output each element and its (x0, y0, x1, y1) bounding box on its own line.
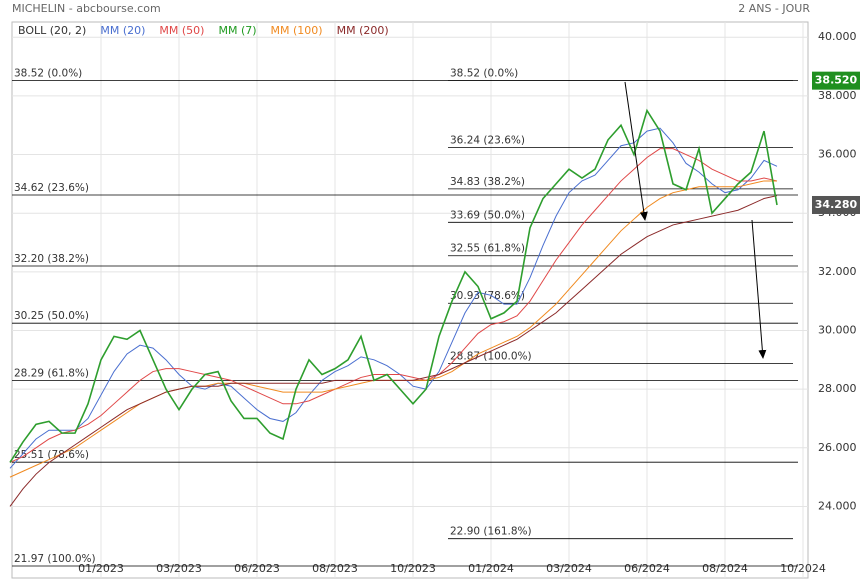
y-tick-label: 36.000 (818, 148, 857, 161)
x-tick-label: 01/2024 (468, 562, 514, 575)
x-tick-label: 06/2024 (624, 562, 670, 575)
price-tag-label: 38.520 (815, 74, 858, 87)
ma-line (9, 148, 778, 463)
x-tick-label: 10/2023 (390, 562, 436, 575)
period: 2 ANS - JOUR (738, 2, 810, 15)
fib-label: 30.25 (50.0%) (14, 310, 89, 322)
legend-entry: MM (200) (337, 24, 389, 37)
fib-label: 32.20 (38.2%) (14, 253, 89, 265)
arrow (751, 219, 767, 359)
fib-label: 21.97 (100.0%) (14, 553, 96, 565)
ma-line (9, 195, 778, 507)
fib-label: 34.83 (38.2%) (450, 176, 525, 188)
x-tick-label: 06/2023 (234, 562, 280, 575)
y-tick-label: 40.000 (818, 30, 857, 43)
fib-label: 38.52 (0.0%) (14, 68, 82, 80)
price-tag-label: 34.280 (815, 198, 858, 211)
price-tag (812, 71, 860, 90)
arrow (624, 81, 648, 221)
fib-label: 25.51 (78.6%) (14, 449, 89, 461)
x-tick-label: 08/2024 (702, 562, 748, 575)
y-tick-label: 26.000 (818, 441, 857, 454)
price-line (9, 108, 778, 463)
fib-label: 28.87 (100.0%) (450, 351, 532, 363)
price-tag (812, 195, 860, 214)
fib-label: 38.52 (0.0%) (450, 68, 518, 80)
y-tick-label: 24.000 (818, 499, 857, 512)
fib-label: 36.24 (23.6%) (450, 135, 525, 147)
y-tick-label: 30.000 (818, 323, 857, 336)
fib-label: 30.93 (78.6%) (450, 290, 525, 302)
legend-entry: MM (100) (271, 24, 323, 37)
y-tick-label: 28.000 (818, 382, 857, 395)
y-tick-label: 38.000 (818, 89, 857, 102)
x-tick-label: 03/2023 (156, 562, 202, 575)
legend-entry: MM (20) (100, 24, 145, 37)
x-tick-label: 08/2023 (312, 562, 358, 575)
x-tick-label: 01/2023 (78, 562, 124, 575)
chart-title: MICHELIN - abcbourse.com (12, 2, 161, 15)
fib-label: 22.90 (161.8%) (450, 526, 532, 538)
fib-label: 33.69 (50.0%) (450, 209, 525, 221)
x-tick-label: 03/2024 (546, 562, 592, 575)
plot-area (11, 21, 809, 579)
legend-entry: BOLL (20, 2) (18, 24, 86, 37)
ma-line (9, 127, 778, 469)
x-tick-label: 10/2024 (780, 562, 826, 575)
y-tick-label: 32.000 (818, 265, 857, 278)
legend-entry: MM (7) (218, 24, 256, 37)
legend-entry: MM (50) (159, 24, 204, 37)
fib-label: 32.55 (61.8%) (450, 243, 525, 255)
fib-label: 28.29 (61.8%) (14, 368, 89, 380)
fib-label: 34.62 (23.6%) (14, 182, 89, 194)
